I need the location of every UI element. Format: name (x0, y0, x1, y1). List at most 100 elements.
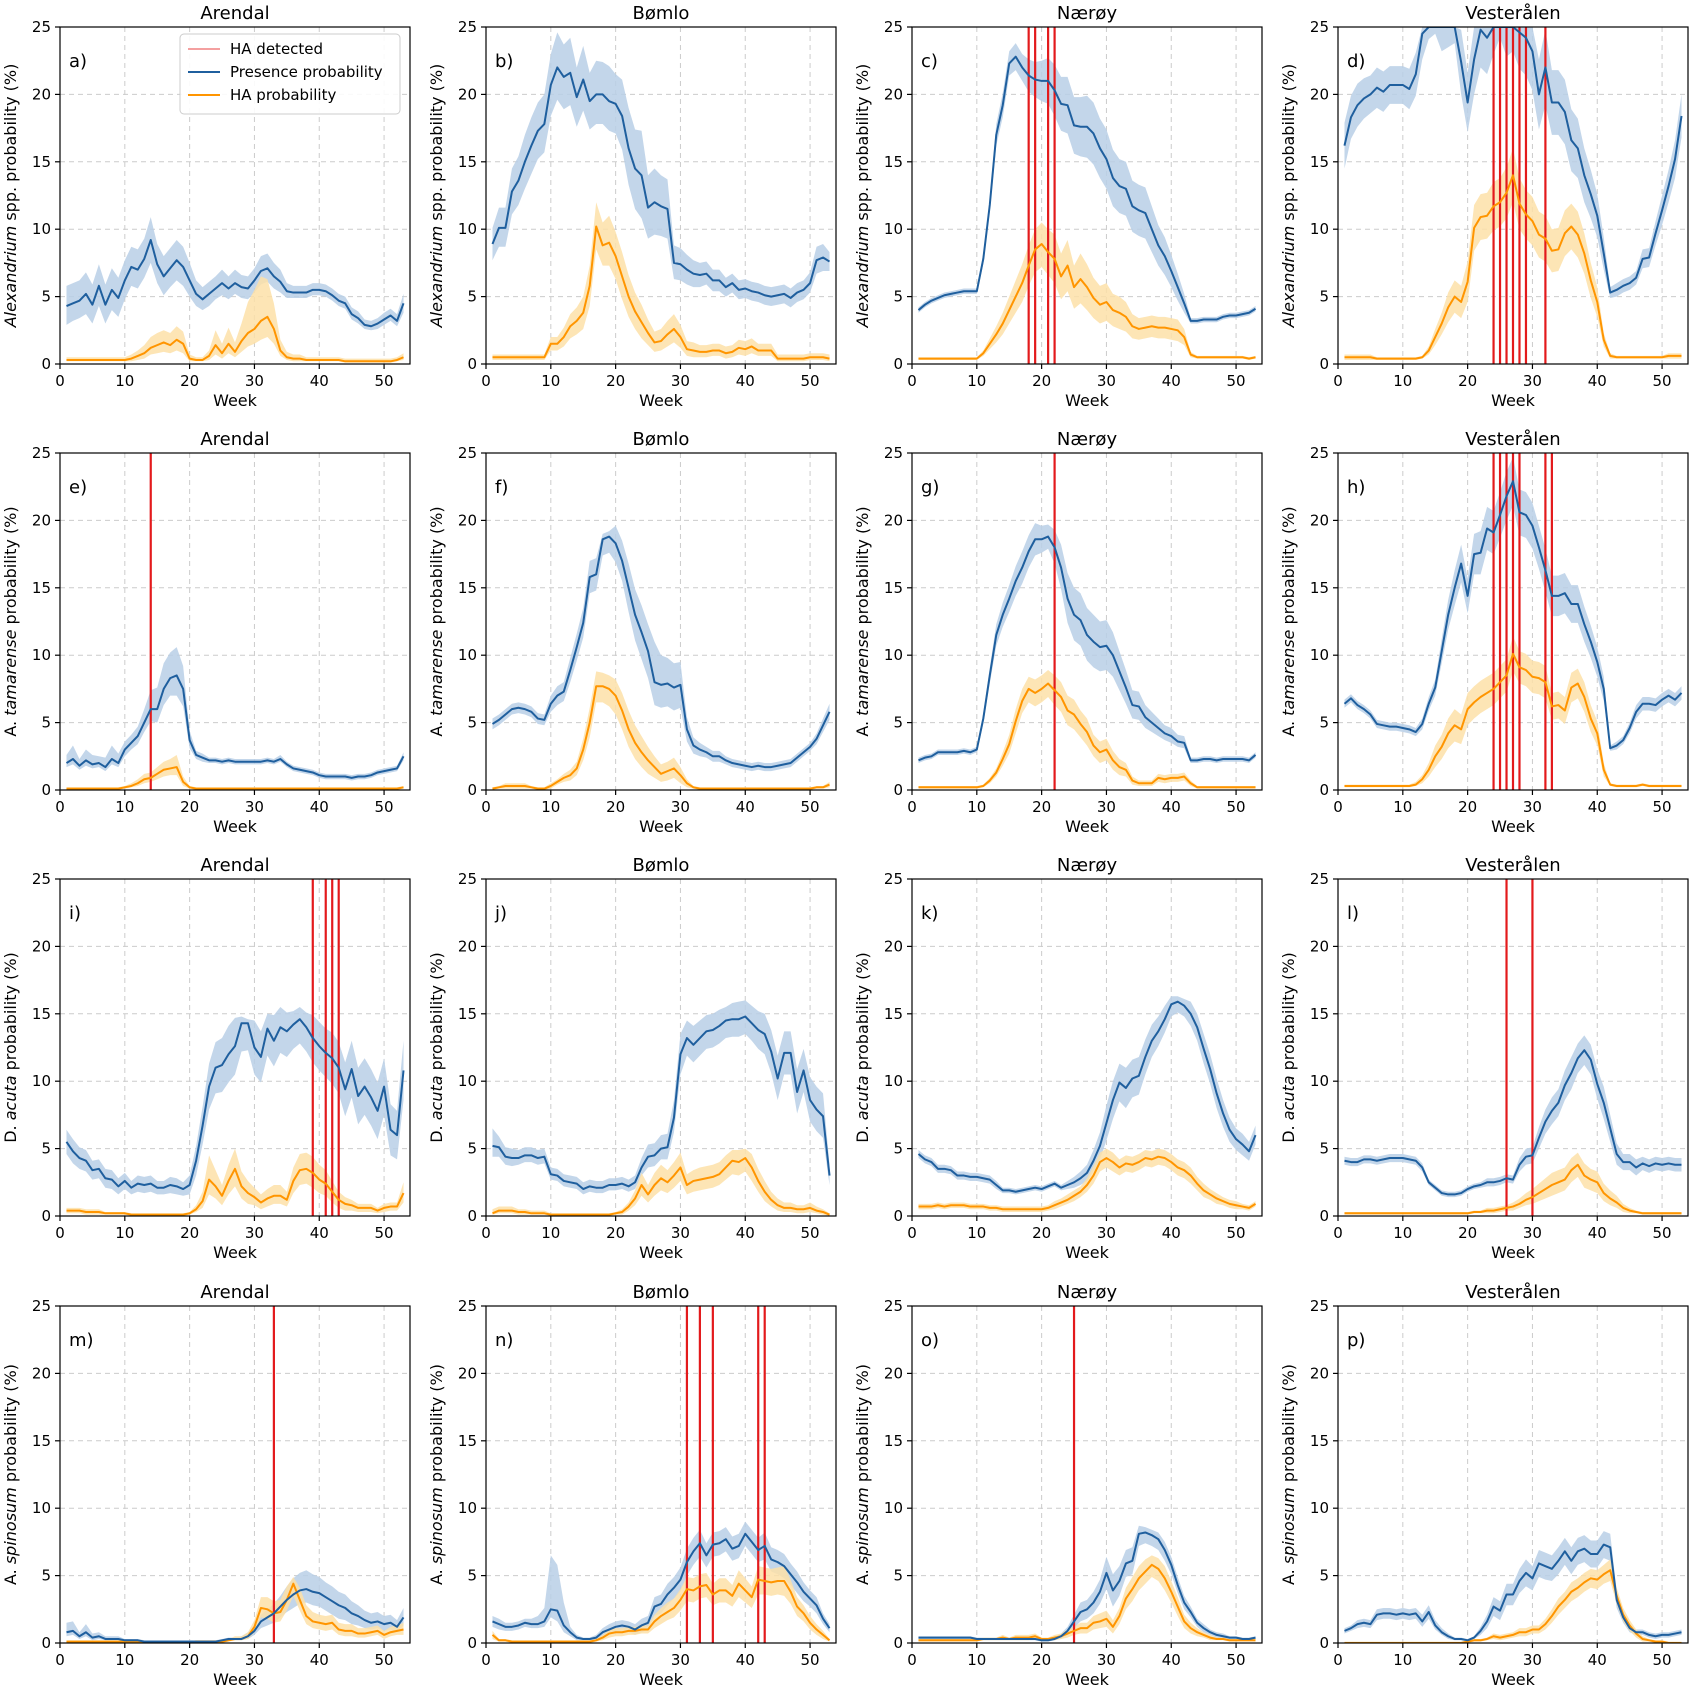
x-tick-label: 50 (1227, 372, 1246, 390)
y-tick-label: 10 (32, 1072, 51, 1090)
y-tick-label: 20 (32, 937, 51, 955)
x-tick-label: 20 (1458, 372, 1477, 390)
y-tick-label: 15 (32, 1005, 51, 1023)
x-tick-label: 50 (375, 798, 394, 816)
presence-probability-line (491, 66, 831, 299)
x-tick-label: 50 (801, 1651, 820, 1669)
x-tick-label: 40 (736, 372, 755, 390)
y-tick-label: 5 (467, 288, 477, 306)
presence-probability-line (65, 674, 405, 779)
y-tick-label: 0 (467, 1634, 477, 1652)
x-tick-label: 30 (245, 1651, 264, 1669)
presence-band (492, 32, 830, 308)
y-tick-label: 5 (893, 1140, 903, 1158)
y-tick-label: 15 (32, 579, 51, 597)
y-tick-label: 0 (41, 1634, 51, 1652)
plot-area (1343, 453, 1683, 790)
panel-i: 0 10 20 30 40 50 0 5 10 15 20 25 Week D. acuta probab… (1, 855, 411, 1262)
ha-probability-band (918, 1555, 1256, 1642)
x-tick-label: 30 (1097, 798, 1116, 816)
y-tick-label: 5 (41, 1140, 51, 1158)
x-tick-label: 40 (1162, 372, 1181, 390)
panel-title: Vesterålen (1465, 1282, 1560, 1303)
y-tick-label: 25 (32, 1297, 51, 1315)
y-tick-label: 20 (1310, 85, 1329, 103)
x-tick-label: 40 (1588, 1651, 1607, 1669)
y-tick-label: 0 (893, 355, 903, 373)
presence-probability-line (917, 1000, 1257, 1193)
x-tick-label: 40 (1588, 798, 1607, 816)
presence-probability-line (917, 55, 1257, 322)
y-tick-label: 5 (467, 1140, 477, 1158)
panel-title: Arendal (200, 3, 269, 24)
axes-frame (911, 878, 1263, 1217)
x-tick-label: 10 (541, 1651, 560, 1669)
x-axis-label: Week (639, 1670, 684, 1689)
x-axis-label: Week (213, 817, 258, 836)
x-tick-label: 0 (907, 1651, 917, 1669)
x-axis-label: Week (1491, 391, 1536, 410)
y-tick-label: 25 (884, 444, 903, 462)
axes-frame (911, 26, 1263, 365)
axes-frame (1337, 1305, 1689, 1644)
y-tick-label: 5 (467, 1567, 477, 1585)
x-tick-label: 0 (481, 798, 491, 816)
presence-probability-line (491, 535, 831, 769)
y-tick-label: 25 (884, 870, 903, 888)
x-tick-label: 10 (1393, 798, 1412, 816)
panel-title: Arendal (200, 429, 269, 450)
y-tick-label: 0 (467, 355, 477, 373)
y-tick-label: 5 (893, 1567, 903, 1585)
y-tick-label: 15 (458, 153, 477, 171)
panel-m: 0 10 20 30 40 50 0 5 10 15 20 25 Week A. spinosum pro… (1, 1282, 411, 1689)
y-tick-label: 25 (32, 870, 51, 888)
y-axis-label: A. tamarense probability (%) (853, 506, 872, 736)
plot-area (1344, 879, 1682, 1216)
y-tick-label: 20 (884, 85, 903, 103)
x-tick-label: 10 (1393, 372, 1412, 390)
x-tick-label: 50 (1227, 1651, 1246, 1669)
x-tick-label: 40 (736, 798, 755, 816)
x-axis-label: Week (639, 1243, 684, 1262)
panel-letter: l) (1347, 903, 1359, 924)
y-tick-label: 10 (32, 1499, 51, 1517)
x-tick-label: 20 (180, 798, 199, 816)
x-tick-label: 10 (541, 798, 560, 816)
legend-label-haprob: HA probability (230, 86, 336, 104)
panel-letter: k) (921, 903, 938, 924)
x-tick-label: 0 (1333, 1651, 1343, 1669)
axes-frame (911, 1305, 1263, 1644)
y-tick-label: 10 (1310, 220, 1329, 238)
presence-band (492, 1521, 830, 1641)
ha-probability-line (918, 1563, 1256, 1642)
panel-f: 0 10 20 30 40 50 0 5 10 15 20 25 Week A. tamarense pr… (427, 429, 837, 836)
x-tick-label: 0 (907, 798, 917, 816)
x-axis-label: Week (1491, 1670, 1536, 1689)
y-tick-label: 25 (884, 18, 903, 36)
ha-probability-band (918, 1148, 1256, 1212)
y-tick-label: 10 (884, 1072, 903, 1090)
y-tick-label: 10 (1310, 1072, 1329, 1090)
y-tick-label: 10 (32, 646, 51, 664)
plot-area (1343, 27, 1683, 364)
y-tick-label: 15 (32, 153, 51, 171)
x-tick-label: 30 (245, 372, 264, 390)
axes-frame (911, 452, 1263, 791)
x-tick-label: 40 (1162, 1224, 1181, 1242)
presence-probability-line (65, 1018, 405, 1191)
x-tick-label: 0 (907, 372, 917, 390)
x-tick-label: 20 (180, 372, 199, 390)
x-tick-label: 20 (606, 1651, 625, 1669)
y-axis-label: A. spinosum probability (%) (427, 1364, 446, 1585)
y-tick-label: 0 (41, 1207, 51, 1225)
y-tick-label: 20 (32, 511, 51, 529)
x-tick-label: 20 (180, 1224, 199, 1242)
axes-frame (1337, 26, 1689, 365)
y-tick-label: 25 (458, 1297, 477, 1315)
ha-probability-band (66, 1576, 404, 1643)
y-axis-label: A. tamarense probability (%) (1279, 506, 1298, 736)
y-tick-label: 25 (32, 444, 51, 462)
ha-probability-line (918, 1155, 1257, 1211)
plot-area (917, 996, 1257, 1212)
